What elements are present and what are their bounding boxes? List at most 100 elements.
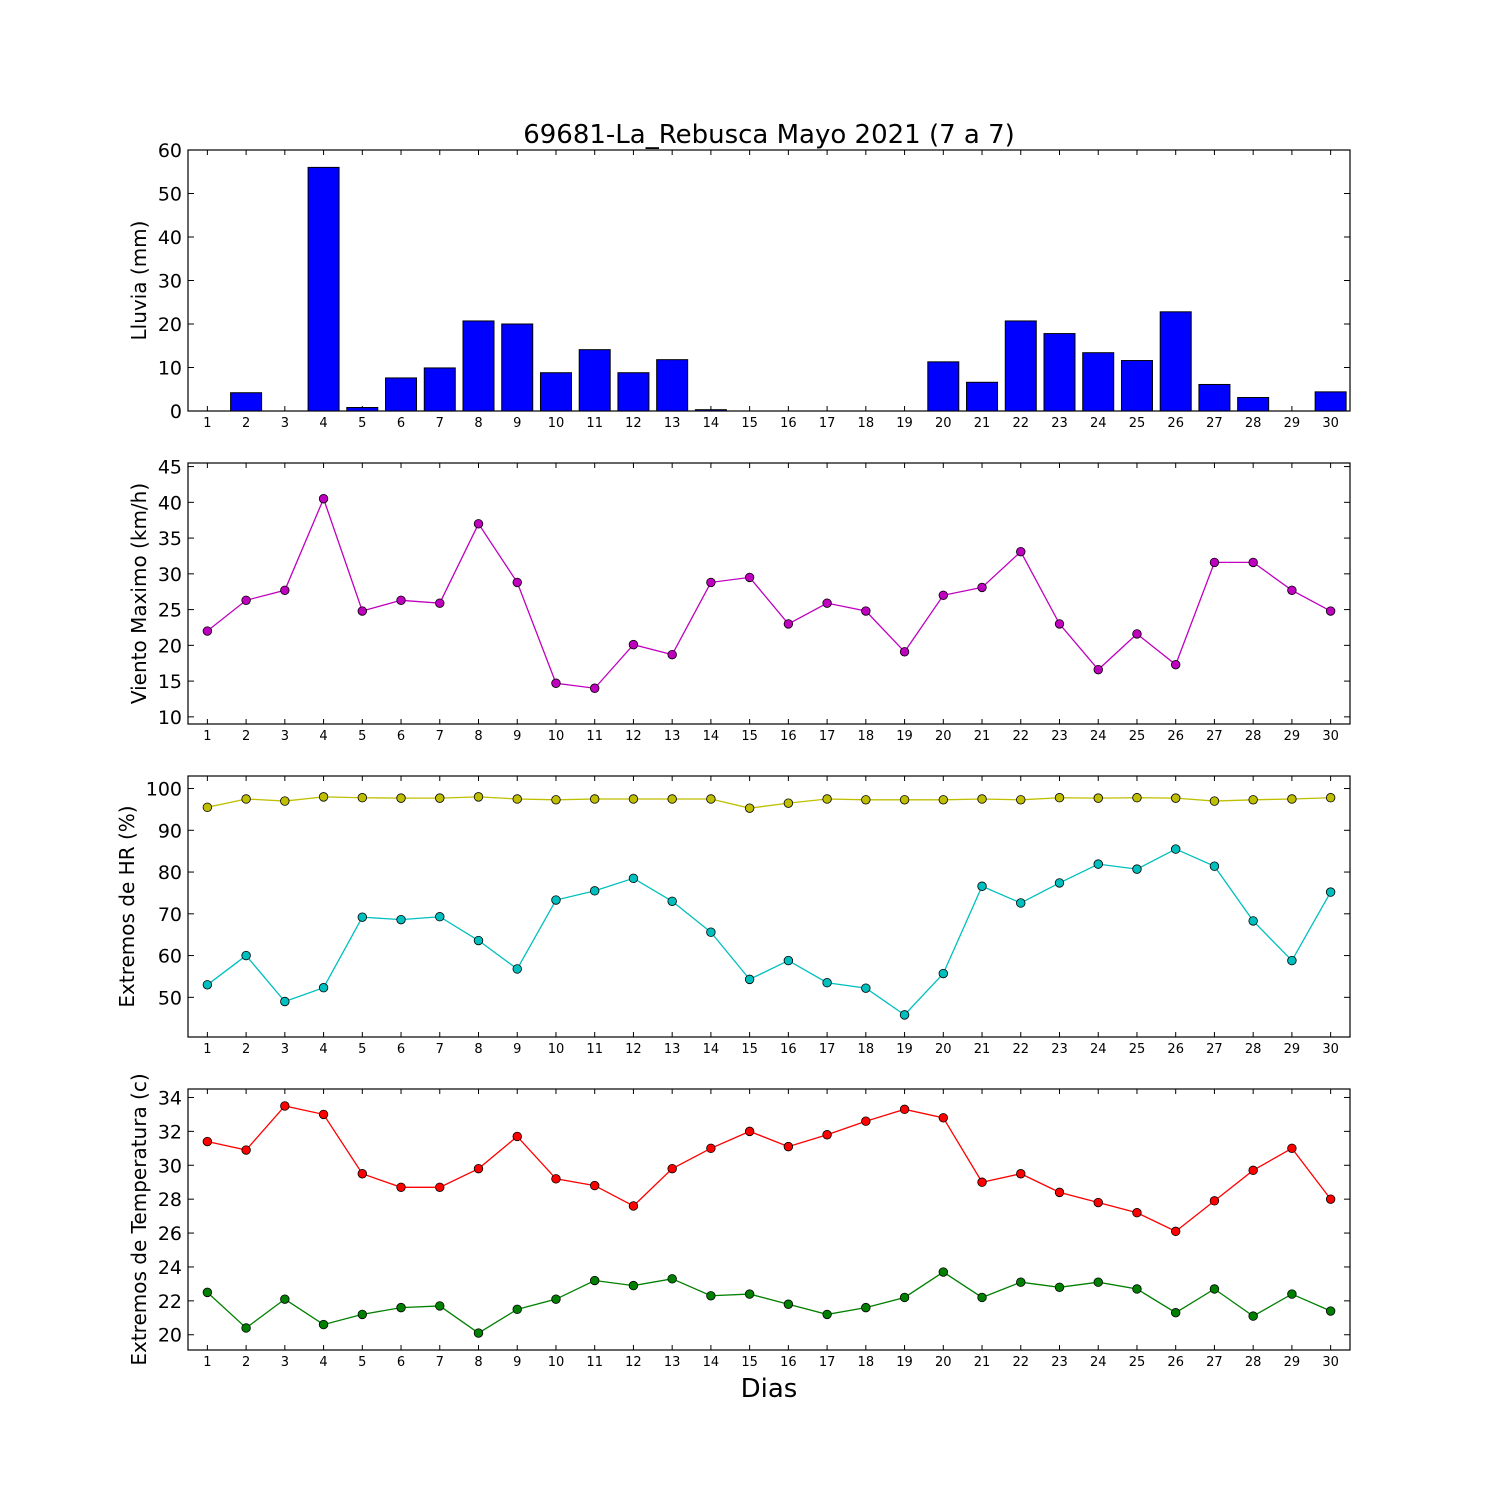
- rain-bar: [1198, 383, 1231, 411]
- humedad-xtick-label: 16: [780, 1042, 797, 1057]
- humedad-point: [1170, 844, 1181, 854]
- temperatura-plot-area: [202, 1101, 1336, 1338]
- temperatura-ytick-label: 32: [158, 1121, 182, 1143]
- humedad-point: [435, 793, 445, 803]
- viento-xtick-label: 10: [548, 729, 565, 744]
- lluvia-xtick-label: 11: [586, 416, 603, 431]
- lluvia-xtick-label: 2: [242, 416, 250, 431]
- humedad-xtick-label: 22: [1012, 1042, 1029, 1057]
- viento-ytick-label: 10: [158, 707, 182, 729]
- humedad-point: [512, 964, 522, 974]
- humedad-xtick-label: 11: [586, 1042, 603, 1057]
- viento-xtick-label: 26: [1167, 729, 1184, 744]
- temperatura-xtick-label: 8: [474, 1355, 482, 1370]
- humedad-point: [977, 881, 987, 891]
- temperatura-xtick-label: 14: [703, 1355, 720, 1370]
- temperatura-xtick-label: 19: [896, 1355, 913, 1370]
- temperatura-xtick-label: 27: [1206, 1355, 1223, 1370]
- humedad-axes-frame: [187, 775, 1351, 1038]
- lluvia-ytick-label: 20: [158, 314, 182, 336]
- temperatura-point: [822, 1309, 832, 1320]
- temperatura-point: [1132, 1284, 1142, 1294]
- temperatura-point: [357, 1169, 368, 1179]
- lluvia-xtick-label: 26: [1167, 416, 1184, 431]
- humedad-xtick-label: 12: [625, 1042, 642, 1057]
- viento-xtick-label: 20: [935, 729, 952, 744]
- viento-series-line-0: [206, 496, 1331, 689]
- viento-point: [628, 639, 639, 650]
- humedad-xtick-label: 15: [741, 1042, 758, 1057]
- humedad-point: [357, 793, 368, 803]
- rain-bar: [966, 381, 999, 411]
- temperatura-xtick-label: 11: [586, 1355, 603, 1370]
- humedad-point: [1209, 796, 1220, 806]
- temperatura-point: [861, 1116, 871, 1126]
- humedad-point: [1209, 861, 1220, 871]
- humedad-point: [1016, 898, 1026, 908]
- temperatura-xtick-label: 15: [741, 1355, 758, 1370]
- viento-point: [318, 494, 329, 504]
- rain-bar: [1082, 352, 1115, 411]
- humedad-point: [783, 955, 794, 966]
- viento-xtick-label: 2: [242, 729, 250, 744]
- rain-bar: [1237, 397, 1270, 411]
- humedad-point: [628, 794, 639, 804]
- viento-point: [551, 678, 561, 688]
- humedad-xtick-label: 14: [703, 1042, 720, 1057]
- humedad-xtick-label: 19: [896, 1042, 913, 1057]
- lluvia-xtick-label: 5: [358, 416, 366, 431]
- humedad-xtick-label: 1: [203, 1042, 211, 1057]
- humedad-xtick-label: 4: [319, 1042, 327, 1057]
- lluvia-xtick-label: 7: [436, 416, 444, 431]
- viento-point: [706, 577, 716, 588]
- temperatura-point: [357, 1309, 368, 1320]
- rain-bar: [539, 372, 572, 411]
- viento-xtick-label: 15: [741, 729, 758, 744]
- temperatura-point: [822, 1130, 832, 1140]
- temperatura-point: [396, 1182, 406, 1192]
- humedad-series-line-0: [207, 796, 1331, 809]
- humedad-ytick-label: 70: [158, 904, 182, 926]
- temperatura-point: [706, 1143, 716, 1154]
- lluvia-xtick-label: 27: [1206, 416, 1223, 431]
- temperatura-point: [1132, 1208, 1142, 1218]
- lluvia-xtick-label: 9: [513, 416, 521, 431]
- humedad-point: [280, 996, 290, 1007]
- temperatura-series-line-0: [207, 1105, 1332, 1233]
- temperatura-xtick-label: 28: [1245, 1355, 1262, 1370]
- x-axis-label: Dias: [741, 1374, 798, 1404]
- lluvia-ytick-label: 10: [158, 358, 182, 380]
- temperatura-ytick-label: 22: [158, 1291, 182, 1313]
- lluvia-xtick-label: 1: [203, 416, 211, 431]
- rain-bar: [927, 361, 960, 411]
- humedad-point: [861, 983, 871, 993]
- humedad-xtick-label: 2: [242, 1042, 250, 1057]
- viento-point: [822, 598, 832, 608]
- lluvia-xtick-label: 17: [819, 416, 836, 431]
- humedad-point: [1054, 878, 1065, 888]
- humedad-point: [1016, 795, 1026, 805]
- temperatura-point: [551, 1174, 561, 1184]
- temperatura-point: [861, 1302, 871, 1313]
- viento-ytick-label: 40: [158, 492, 182, 514]
- viento-axes-frame: [187, 462, 1351, 725]
- temperatura-point: [1170, 1308, 1181, 1318]
- humedad-point: [899, 1010, 910, 1020]
- viento-ytick-label: 25: [158, 600, 182, 622]
- viento-point: [202, 626, 213, 636]
- temperatura-point: [202, 1136, 213, 1147]
- viento-point: [435, 598, 445, 608]
- chart-title: 69681-La_Rebusca Mayo 2021 (7 a 7): [523, 120, 1015, 150]
- viento-xtick-label: 13: [664, 729, 681, 744]
- humedad-xtick-label: 30: [1322, 1042, 1339, 1057]
- humedad-xtick-label: 18: [858, 1042, 875, 1057]
- viento-y-axis-label: Viento Maximo (km/h): [127, 483, 151, 704]
- humedad-point: [822, 794, 832, 804]
- viento-ytick-label: 20: [158, 635, 182, 657]
- rain-bar: [1314, 391, 1347, 411]
- humedad-point: [706, 927, 716, 937]
- lluvia-xtick-label: 20: [935, 416, 952, 431]
